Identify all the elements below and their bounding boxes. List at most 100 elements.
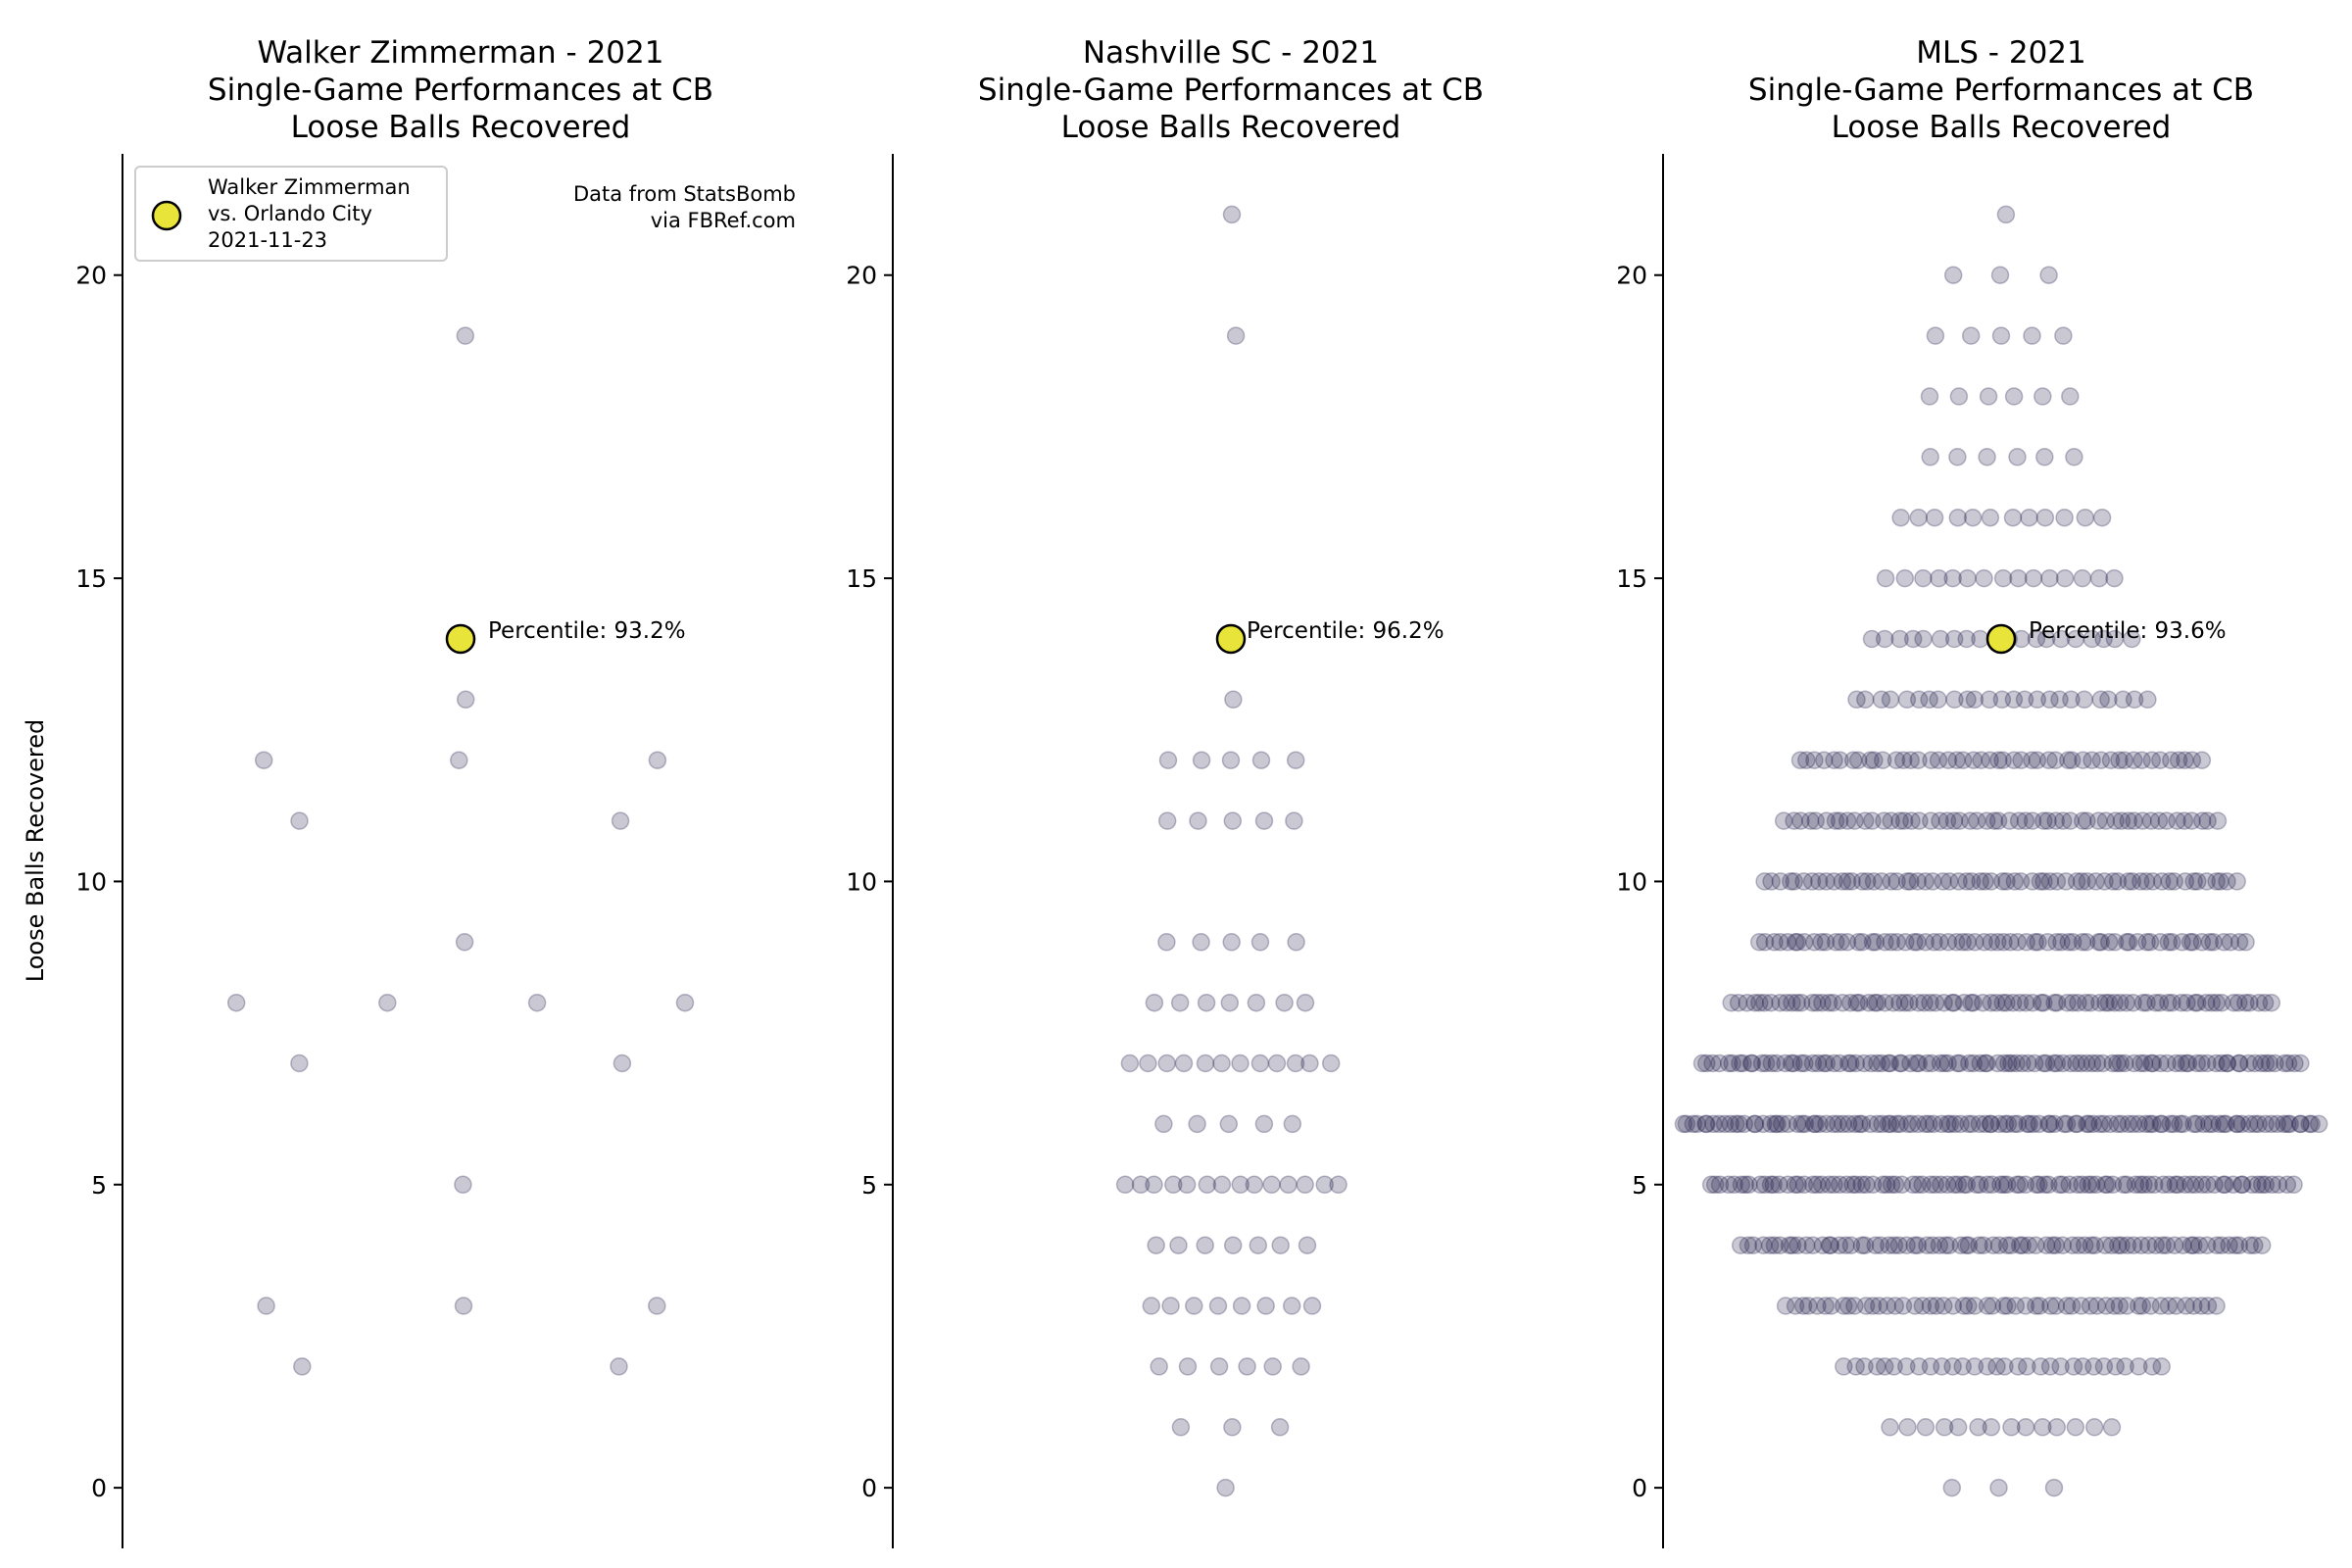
swarm-point: [2275, 1114, 2293, 1134]
y-tick-label: 10: [846, 867, 877, 896]
swarm-point: [1938, 933, 1958, 952]
swarm-point: [378, 993, 397, 1012]
swarm-point: [2142, 1054, 2161, 1073]
swarm-point: [2184, 1114, 2203, 1134]
swarm-point: [648, 751, 667, 769]
swarm-point: [2221, 933, 2240, 952]
swarm-point: [2262, 993, 2281, 1012]
swarm-point: [1161, 1297, 1180, 1315]
swarm-point: [1824, 993, 1842, 1012]
y-tick-label: 15: [75, 564, 107, 593]
swarm-point: [226, 993, 246, 1012]
swarm-point: [1935, 993, 1953, 1012]
swarm-point: [2082, 1054, 2102, 1073]
y-tick-label: 15: [1616, 564, 1647, 593]
swarm-point: [1891, 508, 1910, 527]
swarm-point: [1771, 993, 1789, 1012]
swarm-point: [2018, 1357, 2036, 1376]
swarm-point: [1882, 1175, 1901, 1195]
swarm-point: [2081, 1297, 2100, 1315]
swarm-point: [1993, 568, 2013, 588]
swarm-point: [1803, 1054, 1823, 1073]
swarm-point: [1938, 1114, 1957, 1134]
swarm-point: [2031, 872, 2050, 891]
swarm-point: [2099, 690, 2118, 710]
swarm-point: [1967, 1175, 1986, 1195]
swarm-point: [1812, 933, 1831, 952]
swarm-point: [2116, 1357, 2134, 1376]
swarm-point: [1814, 1054, 1834, 1073]
swarm-point: [1832, 933, 1850, 952]
swarm-point: [1995, 1114, 2015, 1134]
legend-line-3: 2021-11-23: [208, 228, 327, 252]
swarm-point: [1730, 1114, 1748, 1134]
swarm-point: [2187, 993, 2207, 1012]
swarm-point: [1852, 1175, 1871, 1195]
swarm-point: [2057, 1297, 2077, 1315]
swarm-point: [2061, 1054, 2081, 1073]
swarm-point: [2236, 993, 2255, 1012]
swarm-point: [2192, 1175, 2212, 1195]
swarm-point: [1782, 1054, 1801, 1073]
swarm-point: [2115, 751, 2134, 769]
swarm-point: [2124, 993, 2142, 1012]
swarm-point: [1863, 1297, 1883, 1315]
swarm-point: [2252, 1236, 2272, 1254]
swarm-point: [2163, 933, 2181, 952]
swarm-point: [2016, 1297, 2035, 1315]
swarm-point: [2186, 1175, 2205, 1195]
swarm-point: [1855, 811, 1875, 830]
swarm-point: [1910, 811, 1929, 830]
swarm-point: [1703, 1054, 1722, 1073]
swarm-point: [2063, 993, 2082, 1012]
swarm-point: [2157, 811, 2177, 830]
swarm-point: [2300, 1114, 2319, 1134]
swarm-point: [2016, 1175, 2035, 1195]
swarm-point: [1892, 1175, 1911, 1195]
swarm-point: [2132, 872, 2150, 891]
swarm-point: [2083, 1114, 2103, 1134]
swarm-point: [1786, 1175, 1805, 1195]
swarm-point: [1791, 993, 1811, 1012]
swarm-point: [1852, 1236, 1872, 1254]
swarm-point: [1948, 1175, 1968, 1195]
swarm-point: [1767, 1054, 1787, 1073]
swarm-point: [1958, 568, 1977, 588]
y-tick-label: 5: [1632, 1171, 1647, 1200]
swarm-point: [1745, 1114, 1764, 1134]
swarm-point: [1976, 1054, 1995, 1073]
swarm-point: [2029, 933, 2047, 952]
swarm-point: [1879, 1114, 1898, 1134]
swarm-point: [2040, 1357, 2060, 1376]
swarm-point: [2052, 933, 2071, 952]
swarm-point: [1721, 1114, 1740, 1134]
swarm-point: [1866, 933, 1886, 952]
swarm-point: [1894, 811, 1914, 830]
swarm-point: [2276, 1054, 2294, 1073]
swarm-point: [1918, 1236, 1936, 1254]
swarm-point: [1287, 933, 1305, 952]
swarm-point: [1765, 933, 1784, 952]
swarm-point: [1886, 1175, 1905, 1195]
swarm-point: [2000, 811, 2019, 830]
swarm-point: [1150, 1357, 1168, 1376]
swarm-point: [1863, 811, 1882, 830]
swarm-point: [2008, 1357, 2028, 1376]
swarm-point: [2047, 933, 2066, 952]
swarm-point: [2085, 1236, 2104, 1254]
swarm-point: [1868, 1054, 1886, 1073]
swarm-point: [2105, 629, 2125, 649]
swarm-point: [1174, 1054, 1194, 1073]
swarm-point: [454, 1175, 472, 1195]
swarm-point: [1196, 1054, 1215, 1073]
swarm-point: [2046, 811, 2066, 830]
swarm-point: [1794, 872, 1813, 891]
swarm-point: [1779, 1175, 1797, 1195]
swarm-point: [1921, 448, 1939, 466]
panel-title-line-1: Walker Zimmerman - 2021: [258, 35, 664, 71]
swarm-point: [1223, 1418, 1242, 1437]
swarm-point: [2061, 811, 2080, 830]
y-ticks: 0 5 10 15 20: [846, 262, 893, 1502]
swarm-point: [1975, 933, 1993, 952]
swarm-point: [1986, 993, 2006, 1012]
